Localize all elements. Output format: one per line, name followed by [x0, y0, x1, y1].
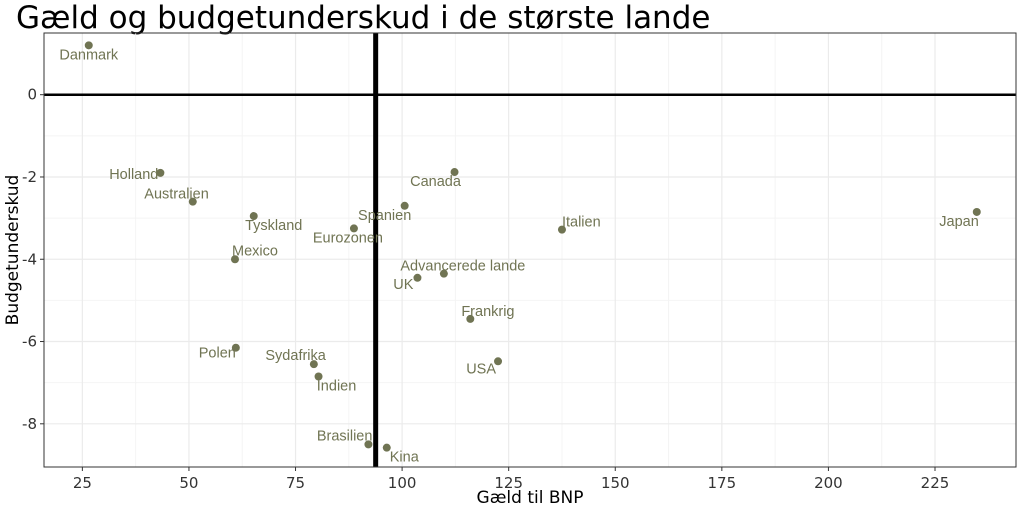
point-label-uk: UK — [393, 277, 413, 293]
point-polen — [231, 343, 240, 352]
point-usa — [494, 357, 503, 366]
y-tick-label: -8 — [22, 415, 37, 433]
point-eurozonen — [349, 224, 358, 233]
point-label-advancerede-lande: Advancerede lande — [400, 259, 525, 275]
points-layer — [84, 41, 981, 452]
x-tick-label: 225 — [921, 474, 950, 492]
point-australien — [188, 197, 197, 206]
point-spanien — [400, 201, 409, 210]
x-tick-label: 125 — [494, 474, 523, 492]
x-tick-label: 200 — [814, 474, 843, 492]
point-label-brasilien: Brasilien — [317, 428, 373, 444]
y-tick-label: -4 — [22, 250, 37, 268]
reference-lines — [44, 33, 1016, 467]
point-italien — [557, 225, 566, 234]
point-brasilien — [364, 440, 373, 449]
point-frankrig — [466, 314, 475, 323]
point-label-sydafrika: Sydafrika — [265, 348, 326, 364]
point-tyskland — [249, 212, 258, 221]
y-tick-label: 0 — [27, 86, 37, 104]
point-advancerede-lande — [439, 269, 448, 278]
chart-title: Gæld og budgetunderskud i de største lan… — [16, 0, 711, 36]
point-indien — [314, 372, 323, 381]
x-tick-label: 100 — [388, 474, 417, 492]
point-japan — [972, 207, 981, 216]
point-kina — [382, 443, 391, 452]
point-label-frankrig: Frankrig — [461, 304, 514, 320]
point-label-mexico: Mexico — [232, 243, 278, 259]
point-danmark — [84, 41, 93, 50]
y-axis-title: Budgetunderskud — [3, 175, 23, 326]
point-label-danmark: Danmark — [59, 47, 119, 63]
y-tick-label: -6 — [22, 333, 37, 351]
point-sydafrika — [309, 360, 318, 369]
x-axis-title: Gæld til BNP — [477, 488, 584, 508]
point-label-canada: Canada — [410, 174, 462, 190]
point-label-polen: Polen — [199, 346, 236, 362]
x-axis-ticks: 25 50 75 100 125 150 175 200 225 — [73, 467, 949, 492]
point-label-eurozonen: Eurozonen — [313, 230, 383, 246]
x-tick-label: 50 — [179, 474, 198, 492]
grid-layer — [44, 33, 1016, 467]
point-label-indien: Indien — [317, 378, 357, 394]
x-tick-label: 25 — [73, 474, 92, 492]
x-tick-label: 175 — [708, 474, 737, 492]
plot-border — [43, 32, 1017, 468]
point-canada — [450, 168, 459, 177]
point-label-japan: Japan — [939, 214, 979, 230]
point-holland — [156, 168, 165, 177]
x-tick-label: 150 — [601, 474, 630, 492]
x-tick-label: 75 — [286, 474, 305, 492]
point-label-tyskland: Tyskland — [245, 218, 302, 234]
point-uk — [413, 273, 422, 282]
point-label-holland: Holland — [109, 167, 158, 183]
y-tick-label: -2 — [22, 168, 37, 186]
point-label-italien: Italien — [562, 215, 601, 231]
point-label-kina: Kina — [390, 450, 420, 466]
point-labels-layer: Danmark Holland Australien Tyskland Mexico Po… — [59, 47, 978, 465]
y-axis-ticks: 0 -2 -4 -6 -8 — [22, 86, 44, 433]
point-label-usa: USA — [466, 361, 496, 377]
point-mexico — [230, 255, 239, 264]
point-label-spanien: Spanien — [358, 208, 411, 224]
point-label-australien: Australien — [144, 187, 208, 203]
